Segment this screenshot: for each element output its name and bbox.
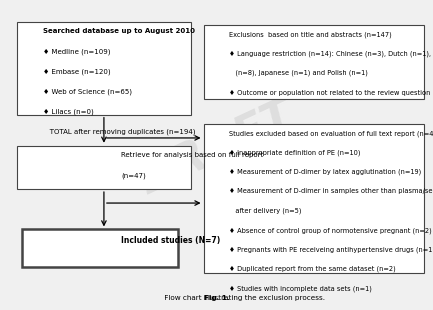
- Text: ♦ Outcome or population not related to the review question (n=133): ♦ Outcome or population not related to t…: [229, 89, 433, 95]
- Text: Included studies (N=7): Included studies (N=7): [121, 236, 220, 245]
- FancyBboxPatch shape: [17, 22, 191, 115]
- Text: ♦ Studies with incomplete data sets (n=1): ♦ Studies with incomplete data sets (n=1…: [229, 285, 372, 291]
- Text: (n=8), Japanese (n=1) and Polish (n=1): (n=8), Japanese (n=1) and Polish (n=1): [229, 70, 368, 76]
- Text: Fig. 1.: Fig. 1.: [204, 295, 229, 301]
- Text: ♦ Measurement of D-dimer in samples other than plasma/serum or: ♦ Measurement of D-dimer in samples othe…: [229, 188, 433, 194]
- Text: ♦ Duplicated report from the same dataset (n=2): ♦ Duplicated report from the same datase…: [229, 266, 396, 272]
- Text: ♦ Lilacs (n=0): ♦ Lilacs (n=0): [43, 108, 94, 115]
- Text: Searched database up to August 2010: Searched database up to August 2010: [43, 28, 195, 34]
- Text: after delivery (n=5): after delivery (n=5): [229, 208, 302, 214]
- FancyBboxPatch shape: [204, 124, 424, 273]
- FancyBboxPatch shape: [22, 229, 178, 267]
- Text: ♦ Absence of control group of normotensive pregnant (n=2): ♦ Absence of control group of normotensi…: [229, 227, 432, 233]
- Text: Studies excluded based on evaluation of full text report (n=40): Studies excluded based on evaluation of …: [229, 130, 433, 137]
- Text: ♦ Pregnants with PE receiveing antihypertensive drugs (n=1): ♦ Pregnants with PE receiveing antihyper…: [229, 246, 433, 253]
- FancyBboxPatch shape: [204, 25, 424, 99]
- FancyBboxPatch shape: [17, 146, 191, 189]
- Text: ♦ Inappropriate definition of PE (n=10): ♦ Inappropriate definition of PE (n=10): [229, 149, 361, 156]
- Text: Exclusions  based on title and abstracts (n=147): Exclusions based on title and abstracts …: [229, 31, 392, 38]
- Text: TOTAL after removing duplicates (n=194): TOTAL after removing duplicates (n=194): [43, 129, 196, 135]
- Text: DRAFT: DRAFT: [132, 94, 301, 203]
- Text: ♦ Medline (n=109): ♦ Medline (n=109): [43, 48, 111, 55]
- Text: ♦ Language restriction (n=14): Chinese (n=3), Dutch (n=1), German: ♦ Language restriction (n=14): Chinese (…: [229, 50, 433, 57]
- Text: Retrieve for analysis based on full report: Retrieve for analysis based on full repo…: [121, 152, 264, 158]
- Text: ♦ Embase (n=120): ♦ Embase (n=120): [43, 68, 111, 75]
- Text: ♦ Web of Science (n=65): ♦ Web of Science (n=65): [43, 88, 132, 95]
- Text: (n=47): (n=47): [121, 172, 146, 179]
- Text: Flow chart illustrating the exclusion process.: Flow chart illustrating the exclusion pr…: [162, 295, 325, 301]
- Text: ♦ Measurement of D-dimer by latex agglutination (n=19): ♦ Measurement of D-dimer by latex agglut…: [229, 169, 422, 175]
